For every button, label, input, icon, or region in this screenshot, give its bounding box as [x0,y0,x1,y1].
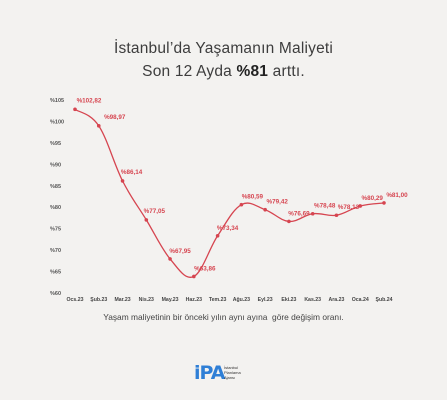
title-suffix: arttı. [268,63,305,80]
data-label: %78,48 [314,203,336,210]
x-tick-label: Ara.23 [329,297,345,303]
x-tick-label: Oca.24 [352,297,369,303]
y-tick-label: %90 [50,162,61,168]
data-point [192,274,196,279]
data-point [358,204,363,208]
data-label: %76,69 [288,210,310,217]
logo-line2: Planlama [224,370,241,375]
data-point [120,179,125,183]
data-point [73,107,77,112]
data-point [144,218,149,222]
x-tick-label: Tem.23 [209,297,227,303]
data-point [310,211,315,216]
data-label: %98,97 [104,114,126,121]
x-tick-label: Nis.23 [139,297,154,303]
x-tick-label: Ağu.23 [233,297,250,303]
chart-title-line1: İstanbul’da Yaşamanın Maliyeti [113,40,334,57]
chart-title-line2: Son 12 Ayda %81 arttı. [0,61,447,83]
y-tick-label: %70 [50,248,61,254]
y-tick-label: %95 [50,141,61,147]
x-tick-label: Şub.23 [90,297,107,303]
x-tick-label: Mar.23 [114,297,130,303]
logo-line3: Ajansı [224,375,236,380]
data-label: %79,42 [266,199,288,206]
y-tick-label: %80 [50,205,61,211]
data-label: %67,95 [169,248,191,255]
x-tick-label: Eyl.23 [258,297,273,303]
y-tick-label: %85 [50,184,61,190]
x-axis: Ocs.23 Şub.23 Mar.23 Nis.23 May.23 Haz.23 Tem.… [66,297,392,303]
y-tick-label: %100 [50,119,64,125]
series-line [74,108,385,278]
data-point [334,213,339,218]
chart-caption: Yaşam maliyetinin bir önceki yılın aynı … [103,312,344,322]
y-tick-label: %60 [50,291,61,297]
x-tick-label: May.23 [162,297,179,303]
data-label: %80,29 [362,195,384,202]
title-prefix: Son 12 Ayda [142,63,237,80]
data-point [96,124,101,128]
data-label: %77,05 [144,208,166,215]
y-axis: %60 %65 %70 %75 %80 %85 %90 %95 %100 %105 [50,98,64,297]
title-highlight: %81 [236,63,269,80]
data-labels: %102,82 %98,97 %86,14 %77,05 %67,95 %63,86 %73… [77,97,409,272]
ipa-logo: iPA İstanbul Planlama Ajansı [194,360,258,388]
data-point [287,219,291,224]
data-label: %86,14 [121,169,143,176]
data-point [263,207,267,212]
data-point [239,202,244,207]
data-label: %80,59 [242,194,264,201]
data-label: %78,13 [338,204,360,211]
x-tick-label: Ocs.23 [66,297,83,303]
data-label: %63,86 [194,265,216,272]
data-label: %102,82 [77,97,102,104]
logo-text: İstanbul Planlama Ajansı [224,365,241,380]
data-point [215,233,220,238]
y-tick-label: %65 [50,270,61,276]
y-tick-label: %75 [50,227,61,233]
x-tick-label: Haz.23 [186,297,203,303]
logo-line1: İstanbul [224,365,239,370]
logo-mark: iPA [194,362,225,384]
data-point [382,201,386,205]
data-label: %81,00 [386,192,408,199]
x-tick-label: Şub.24 [375,297,392,303]
y-tick-label: %105 [50,98,64,104]
x-tick-label: Eki.23 [281,297,296,303]
data-label: %73,34 [217,225,239,232]
data-point [168,257,172,261]
x-tick-label: Kas.23 [304,297,321,303]
data-points [73,107,386,279]
